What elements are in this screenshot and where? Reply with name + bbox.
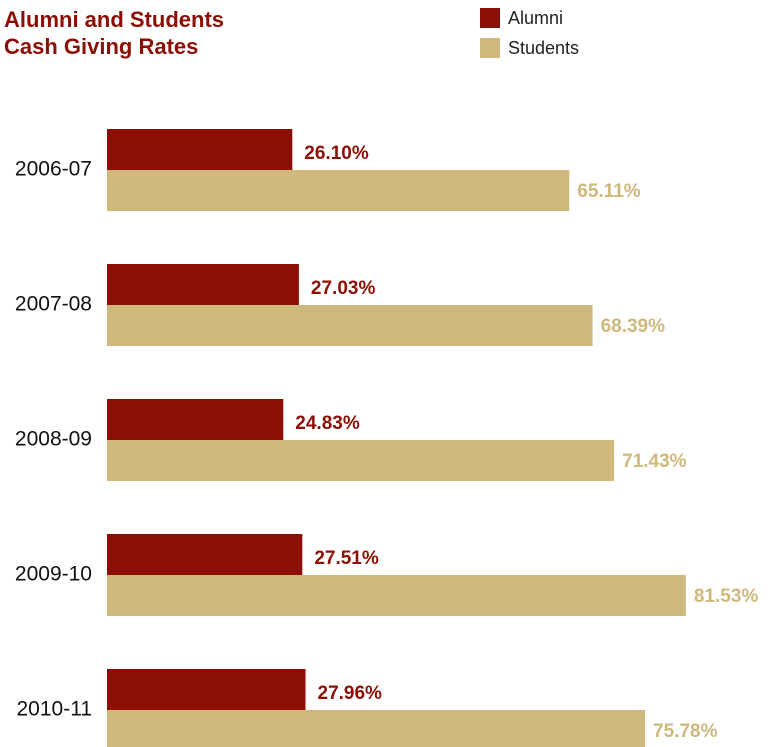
value-label: 71.43%: [622, 451, 687, 472]
value-label: 26.10%: [304, 143, 369, 164]
category-label: 2010-11: [16, 698, 92, 721]
value-label: 75.78%: [653, 721, 718, 742]
bar: [107, 575, 686, 616]
category-label: 2006-07: [15, 158, 92, 181]
legend-label: Alumni: [508, 8, 563, 28]
legend-swatch: [480, 8, 500, 28]
value-label: 81.53%: [694, 586, 759, 607]
bar: [107, 534, 303, 575]
bar: [107, 129, 293, 170]
bar: [107, 669, 306, 710]
value-label: 27.03%: [311, 278, 376, 299]
value-label: 65.11%: [577, 181, 640, 202]
bar: [107, 710, 646, 747]
category-label: 2009-10: [15, 563, 92, 586]
category-label: 2007-08: [15, 293, 92, 316]
bar: [107, 399, 284, 440]
bar: [107, 170, 570, 211]
legend-label: Students: [508, 38, 579, 58]
bar: [107, 440, 615, 481]
bar: [107, 305, 593, 346]
legend-swatch: [480, 38, 500, 58]
value-label: 27.51%: [314, 548, 379, 569]
category-label: 2008-09: [15, 428, 92, 451]
value-label: 24.83%: [295, 413, 360, 434]
value-label: 27.96%: [318, 683, 383, 704]
bar: [107, 264, 299, 305]
chart-title: Alumni and Students Cash Giving Rates: [4, 7, 224, 59]
value-label: 68.39%: [601, 316, 666, 337]
